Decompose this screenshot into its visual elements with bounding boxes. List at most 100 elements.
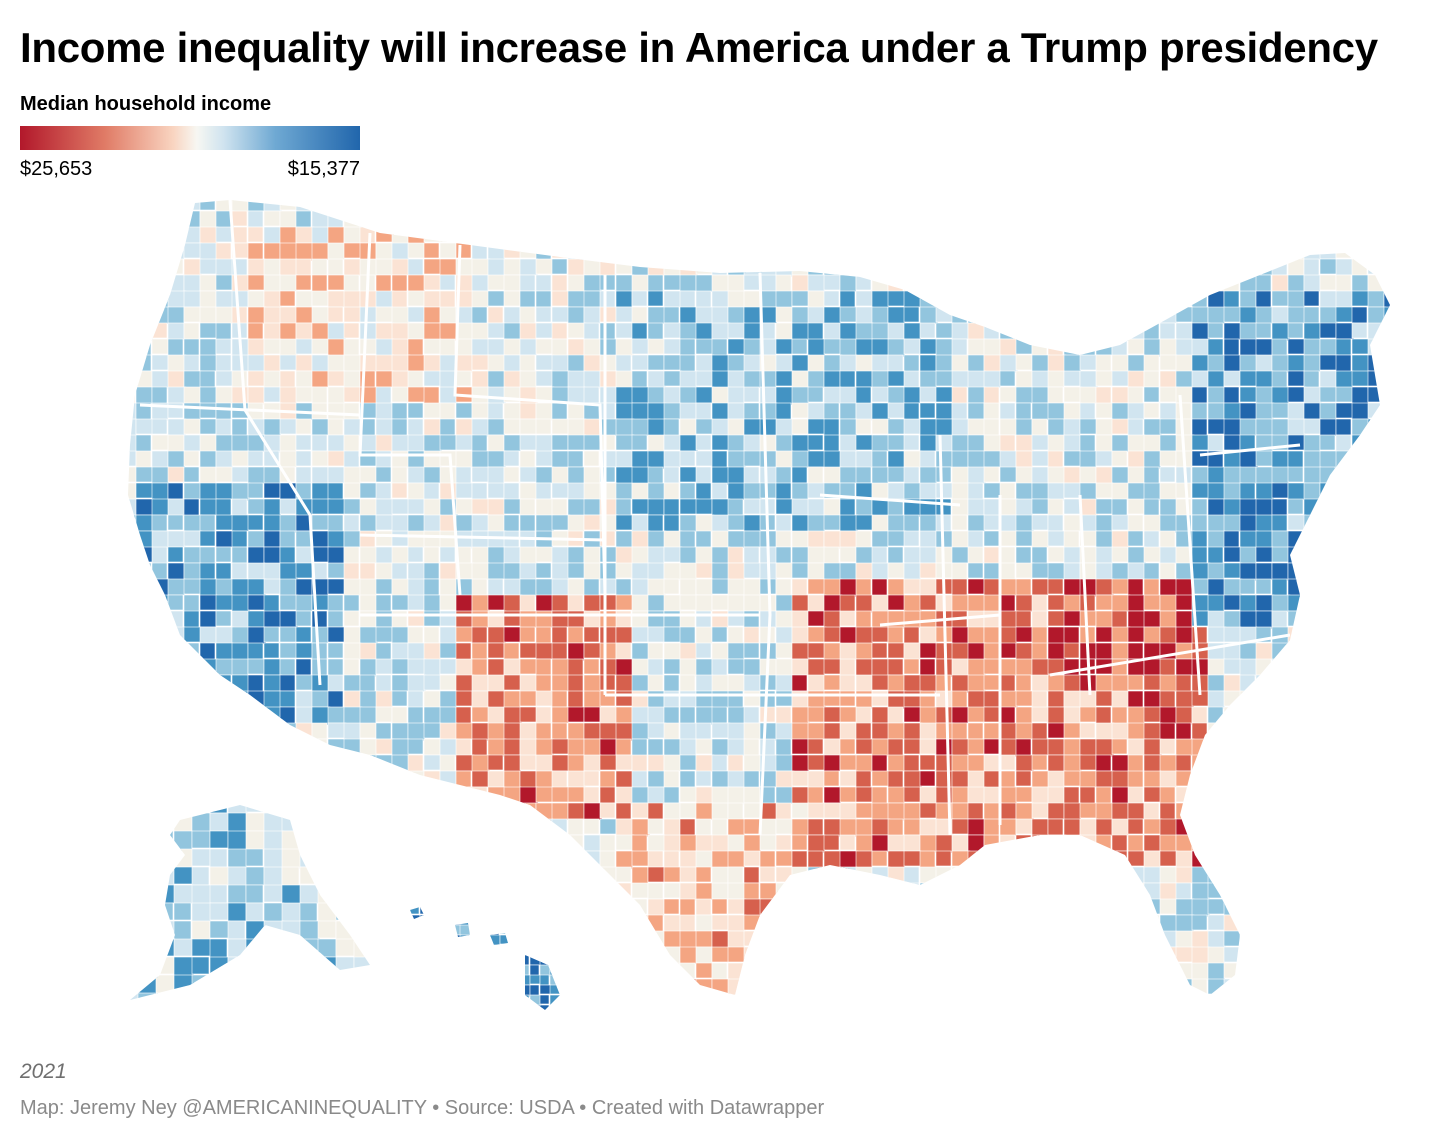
county-alaska-156[interactable] (227, 974, 249, 994)
county-lower48-3574[interactable] (983, 898, 1001, 917)
county-lower48-1122[interactable] (151, 418, 168, 435)
county-lower48-183[interactable] (487, 226, 507, 245)
county-lower48-1601[interactable] (135, 514, 153, 532)
county-lower48-3837[interactable] (1351, 946, 1368, 965)
county-lower48-219[interactable] (1063, 226, 1080, 246)
county-lower48-801[interactable] (135, 354, 152, 372)
county-lower48-1196[interactable] (1335, 418, 1352, 436)
county-lower48-215[interactable] (999, 226, 1019, 243)
county-alaska-132[interactable] (335, 938, 356, 957)
county-alaska-60[interactable] (120, 866, 140, 888)
county-lower48-3920[interactable] (120, 978, 137, 997)
county-lower48-1350[interactable] (1239, 450, 1259, 469)
county-alaska-56[interactable] (317, 848, 339, 868)
county-lower48-411[interactable] (295, 274, 312, 291)
county-lower48-1856[interactable] (375, 562, 393, 582)
county-lower48-3039[interactable] (1383, 786, 1399, 804)
county-lower48-3585[interactable] (1159, 898, 1178, 915)
county-lower48-3856[interactable] (375, 962, 395, 981)
county-lower48-1528[interactable] (247, 498, 267, 515)
county-lower48-4029[interactable] (583, 994, 602, 1010)
county-lower48-299[interactable] (1063, 242, 1081, 262)
county-lower48-2895[interactable] (359, 770, 377, 788)
county-lower48-2072[interactable] (1271, 594, 1291, 613)
county-lower48-3234[interactable] (663, 834, 681, 853)
county-lower48-3955[interactable] (679, 978, 697, 995)
county-lower48-640[interactable] (120, 322, 138, 342)
county-lower48-614[interactable] (983, 306, 1003, 324)
county-lower48-1992[interactable] (1271, 578, 1288, 598)
county-lower48-3935[interactable] (359, 978, 379, 997)
county-lower48-373[interactable] (967, 258, 987, 278)
county-lower48-2101[interactable] (455, 610, 473, 628)
county-lower48-196[interactable] (695, 226, 712, 245)
county-lower48-990[interactable] (599, 386, 618, 404)
county-lower48-3985[interactable] (1159, 978, 1177, 995)
county-lower48-1109[interactable] (1223, 402, 1243, 421)
county-lower48-2651[interactable] (295, 722, 313, 739)
county-lower48-1584[interactable] (1143, 498, 1160, 517)
county-lower48-3261[interactable] (1095, 834, 1112, 852)
county-lower48-2464[interactable] (1143, 674, 1163, 691)
county-lower48-3653[interactable] (967, 914, 984, 934)
county-lower48-113[interactable] (647, 210, 665, 228)
county-lower48-1674[interactable] (1303, 514, 1321, 532)
county-lower48-276[interactable] (695, 242, 712, 261)
county-lower48-2827[interactable] (551, 754, 571, 772)
county-lower48-2194[interactable] (663, 626, 682, 643)
county-lower48-3302[interactable] (471, 850, 489, 868)
county-lower48-2398[interactable] (1367, 658, 1386, 677)
county-lower48-1079[interactable] (743, 402, 760, 420)
county-lower48-764[interactable] (823, 338, 843, 355)
county-lower48-3322[interactable] (791, 850, 808, 869)
county-lower48-1732[interactable] (951, 530, 970, 550)
county-lower48-1922[interactable] (151, 578, 170, 597)
county-lower48-2409[interactable] (263, 674, 283, 692)
county-lower48-3913[interactable] (1287, 962, 1304, 981)
county-lower48-83[interactable] (167, 210, 187, 230)
county-lower48-3893[interactable] (967, 962, 984, 980)
county-lower48-1393[interactable] (647, 466, 664, 485)
county-lower48-849[interactable] (903, 354, 920, 374)
county-lower48-1207[interactable] (231, 434, 250, 452)
county-lower48-605[interactable] (839, 306, 859, 323)
county-lower48-1923[interactable] (167, 578, 186, 596)
county-lower48-1193[interactable] (1287, 418, 1307, 438)
county-lower48-1144[interactable] (503, 418, 521, 435)
county-lower48-3639[interactable] (743, 914, 762, 931)
county-lower48-1563[interactable] (807, 498, 825, 517)
county-lower48-1422[interactable] (1111, 466, 1130, 486)
county-lower48-2503[interactable] (487, 690, 506, 709)
county-hawaii-107[interactable] (449, 954, 461, 965)
county-lower48-254[interactable] (343, 242, 362, 259)
county-lower48-3784[interactable] (503, 946, 521, 964)
county-lower48-2876[interactable] (1335, 754, 1355, 771)
county-lower48-2470[interactable] (1239, 674, 1256, 694)
county-lower48-951[interactable] (1255, 370, 1274, 388)
county-lower48-1363[interactable] (167, 466, 185, 483)
county-lower48-1024[interactable] (1143, 386, 1160, 403)
county-alaska-140[interactable] (209, 956, 229, 978)
county-lower48-3462[interactable] (471, 882, 489, 899)
county-alaska-145[interactable] (299, 956, 320, 976)
county-lower48-1631[interactable] (615, 514, 635, 531)
county-lower48-2791[interactable] (1255, 738, 1274, 758)
county-lower48-2795[interactable] (1319, 738, 1339, 758)
county-lower48-1580[interactable] (1079, 498, 1099, 517)
county-lower48-2107[interactable] (551, 610, 570, 628)
county-lower48-458[interactable] (1047, 274, 1066, 293)
county-lower48-2122[interactable] (791, 610, 809, 630)
county-lower48-1840[interactable] (120, 562, 136, 579)
county-lower48-451[interactable] (935, 274, 952, 294)
county-lower48-717[interactable] (1351, 322, 1368, 339)
county-lower48-430[interactable] (599, 274, 616, 291)
county-lower48-2224[interactable] (1143, 626, 1161, 646)
county-lower48-992[interactable] (631, 386, 650, 404)
county-lower48-3847[interactable] (231, 962, 250, 981)
county-lower48-641[interactable] (135, 322, 154, 342)
county-hawaii-33[interactable] (559, 905, 569, 918)
county-alaska-176[interactable] (317, 992, 338, 1011)
county-lower48-610[interactable] (919, 306, 939, 325)
county-lower48-3637[interactable] (711, 914, 729, 931)
county-lower48-2564[interactable] (183, 706, 202, 724)
